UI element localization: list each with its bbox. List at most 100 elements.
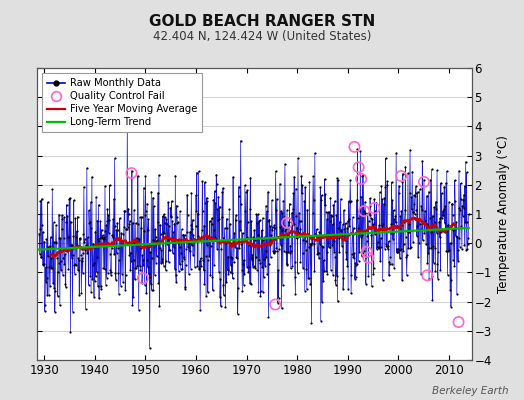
- Point: [148, 255, 156, 261]
- Point: [313, 251, 322, 257]
- Point: [145, 243, 154, 249]
- Point: [88, 276, 96, 282]
- Point: [154, 219, 162, 226]
- Y-axis label: Temperature Anomaly (°C): Temperature Anomaly (°C): [497, 135, 510, 293]
- Point: [359, 250, 367, 257]
- Point: [352, 262, 361, 268]
- Point: [438, 215, 446, 222]
- Point: [443, 227, 451, 234]
- Point: [227, 240, 236, 246]
- Point: [43, 291, 51, 298]
- Point: [152, 238, 160, 245]
- Point: [143, 200, 151, 207]
- Point: [195, 265, 203, 272]
- Point: [72, 262, 81, 268]
- Point: [269, 248, 277, 254]
- Point: [140, 282, 149, 288]
- Point: [340, 274, 348, 281]
- Point: [286, 242, 294, 249]
- Point: [311, 232, 320, 238]
- Point: [450, 263, 458, 269]
- Point: [123, 118, 132, 125]
- Point: [383, 178, 391, 184]
- Point: [356, 148, 365, 154]
- Point: [47, 234, 55, 240]
- Point: [115, 215, 124, 221]
- Point: [289, 206, 297, 212]
- Point: [395, 190, 403, 196]
- Point: [55, 212, 63, 218]
- Point: [433, 261, 442, 267]
- Point: [428, 297, 436, 304]
- Point: [361, 210, 369, 216]
- Point: [157, 247, 166, 253]
- Point: [363, 238, 371, 244]
- Point: [63, 247, 71, 254]
- Point: [359, 172, 367, 178]
- Point: [139, 262, 147, 268]
- Point: [439, 212, 447, 218]
- Point: [290, 258, 299, 265]
- Point: [393, 248, 401, 255]
- Point: [415, 226, 423, 233]
- Point: [57, 226, 66, 232]
- Point: [342, 220, 350, 226]
- Point: [176, 208, 184, 214]
- Point: [170, 220, 179, 227]
- Point: [221, 225, 229, 231]
- Point: [431, 268, 440, 274]
- Point: [128, 302, 137, 308]
- Point: [210, 227, 218, 233]
- Point: [325, 209, 333, 215]
- Point: [45, 264, 53, 270]
- Point: [389, 230, 397, 237]
- Point: [301, 184, 309, 190]
- Point: [406, 245, 414, 251]
- Point: [210, 262, 219, 268]
- Point: [69, 252, 77, 258]
- Point: [189, 216, 197, 223]
- Point: [337, 228, 345, 234]
- Point: [105, 230, 113, 236]
- Point: [91, 278, 99, 284]
- Point: [364, 224, 372, 230]
- Point: [418, 206, 426, 213]
- Point: [429, 212, 437, 219]
- Point: [387, 221, 395, 228]
- Point: [388, 261, 396, 267]
- Point: [223, 225, 232, 232]
- Point: [62, 202, 71, 208]
- Point: [249, 262, 258, 269]
- Point: [45, 244, 53, 250]
- Point: [292, 212, 300, 219]
- Point: [460, 191, 468, 198]
- Point: [57, 267, 66, 274]
- Point: [177, 250, 185, 256]
- Point: [320, 176, 329, 182]
- Point: [350, 255, 358, 261]
- Point: [447, 304, 455, 310]
- Point: [246, 206, 254, 212]
- Point: [328, 242, 336, 248]
- Point: [41, 264, 50, 270]
- Point: [336, 196, 345, 202]
- Point: [163, 220, 171, 227]
- Point: [256, 260, 264, 266]
- Point: [203, 242, 211, 248]
- Point: [324, 240, 333, 246]
- Point: [323, 216, 331, 223]
- Point: [108, 234, 117, 240]
- Point: [416, 186, 424, 193]
- Point: [264, 314, 272, 321]
- Point: [50, 239, 59, 245]
- Point: [74, 257, 83, 264]
- Point: [363, 210, 372, 216]
- Point: [117, 271, 126, 277]
- Point: [411, 193, 419, 200]
- Point: [337, 243, 346, 249]
- Point: [260, 234, 269, 240]
- Point: [445, 247, 453, 253]
- Point: [214, 268, 223, 275]
- Point: [442, 180, 450, 186]
- Point: [247, 218, 255, 224]
